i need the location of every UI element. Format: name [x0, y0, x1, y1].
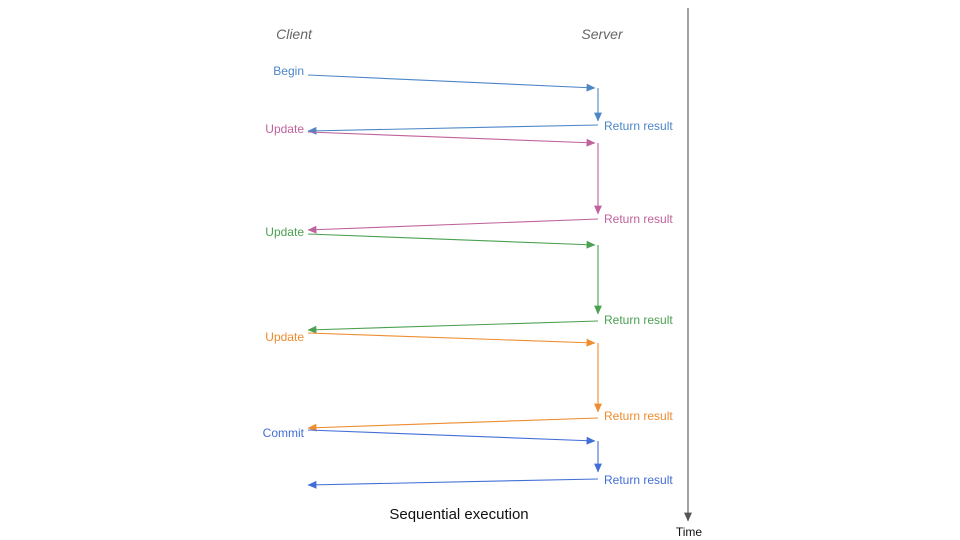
return-arrow-0 [307, 124, 599, 135]
call-arrow-1 [307, 131, 596, 147]
return-result-label-4: Return result [604, 473, 673, 487]
return-arrow-4 [307, 478, 599, 489]
diagram-title: Sequential execution [389, 506, 529, 523]
client-lifeline-label: Client [276, 26, 312, 42]
message-label-update-2: Update [265, 225, 304, 239]
return-result-label-3: Return result [604, 409, 673, 423]
message-label-update-3: Update [265, 330, 304, 344]
message-label-update-1: Update [265, 122, 304, 136]
message-label-begin-0: Begin [273, 64, 304, 78]
call-arrow-4 [307, 429, 596, 445]
time-axis-label: Time [675, 525, 703, 539]
call-arrow-3 [307, 332, 596, 347]
call-arrow-0 [307, 74, 596, 92]
return-result-label-1: Return result [604, 212, 673, 226]
message-label-commit-4: Commit [263, 426, 305, 440]
return-arrow-1 [307, 218, 599, 234]
return-arrow-3 [307, 417, 599, 432]
server-lifeline-label: Server [581, 26, 623, 42]
call-arrow-2 [307, 233, 596, 249]
return-arrow-2 [307, 320, 599, 334]
return-result-label-0: Return result [604, 119, 673, 133]
return-result-label-2: Return result [604, 313, 673, 327]
